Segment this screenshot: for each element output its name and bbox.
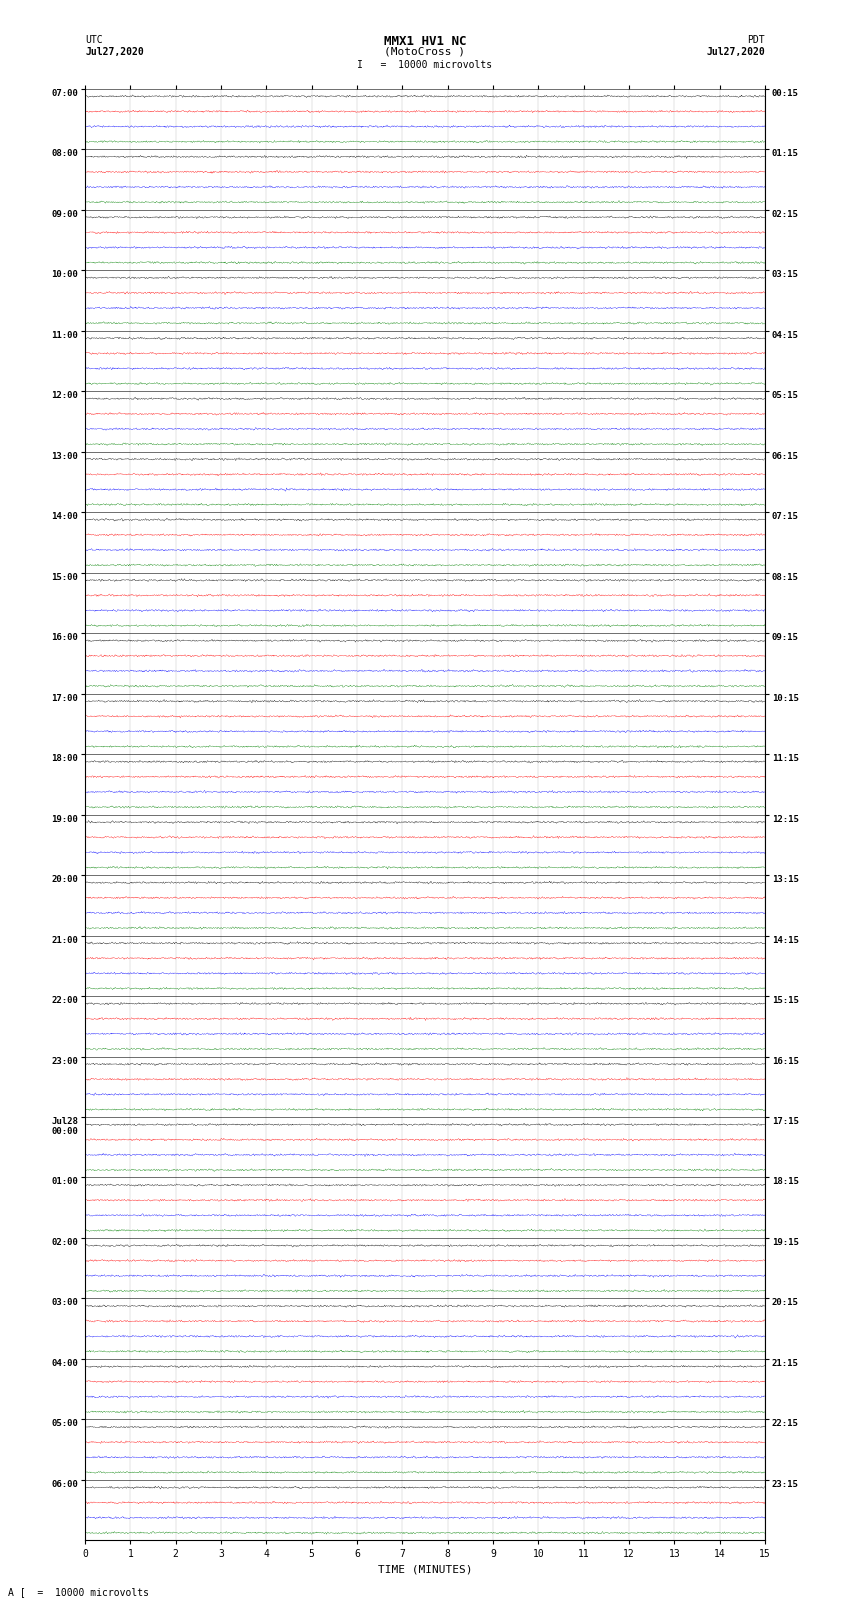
Text: Jul27,2020: Jul27,2020 xyxy=(706,47,765,56)
Text: I   =  10000 microvolts: I = 10000 microvolts xyxy=(358,60,492,69)
Text: (MotoCross ): (MotoCross ) xyxy=(384,47,466,56)
Text: MMX1 HV1 NC: MMX1 HV1 NC xyxy=(383,35,467,48)
Text: PDT: PDT xyxy=(747,35,765,45)
Text: A [  =  10000 microvolts: A [ = 10000 microvolts xyxy=(8,1587,150,1597)
Text: UTC: UTC xyxy=(85,35,103,45)
Text: Jul27,2020: Jul27,2020 xyxy=(85,47,144,56)
X-axis label: TIME (MINUTES): TIME (MINUTES) xyxy=(377,1565,473,1574)
